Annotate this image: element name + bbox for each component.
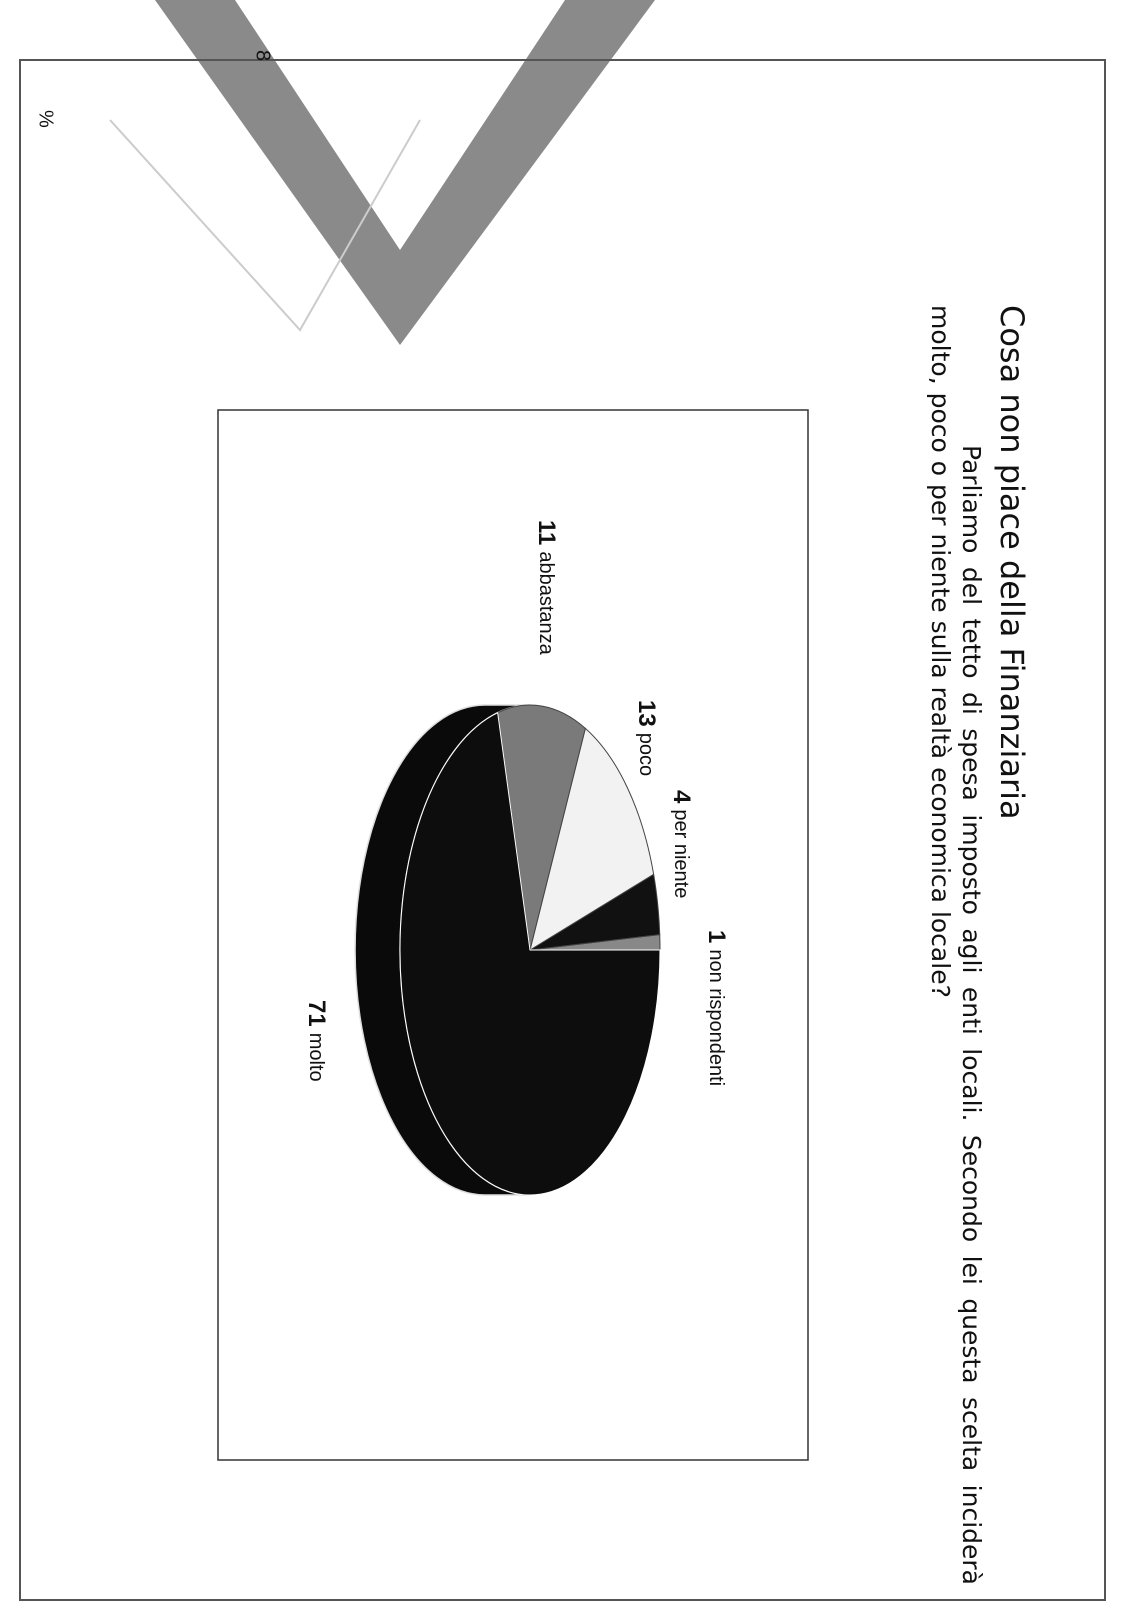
unit-label: % — [35, 110, 57, 128]
question-box: Parliamo del tetto di spesa imposto agli… — [926, 305, 986, 1585]
slice-label: 71 molto — [303, 1000, 330, 1082]
pie-slice — [399, 711, 661, 1196]
rotated-slide: Cosa non piace della Finanziaria Parliam… — [19, 50, 1106, 1601]
category-label: abbastanza — [535, 551, 557, 655]
value-label: 71 — [303, 1000, 330, 1027]
slice-label: 11 abbastanza — [533, 520, 560, 656]
value-label: 13 — [633, 700, 660, 727]
category-label: poco — [635, 733, 657, 776]
slice-label: 1 non rispondenti — [703, 930, 730, 1086]
page-number: 8 — [252, 50, 274, 61]
pie-slice — [529, 727, 655, 952]
category-label: molto — [305, 1033, 327, 1082]
category-label: non rispondenti — [705, 949, 727, 1086]
value-label: 1 — [703, 930, 730, 943]
slice-label: 4 per niente — [668, 790, 695, 898]
slide-border — [19, 59, 1106, 1601]
slice-label: 13 poco — [633, 700, 660, 776]
logo-mark — [155, 0, 655, 345]
chart-title: Cosa non piace della Finanziaria — [993, 305, 1031, 820]
value-label: 4 — [668, 790, 695, 804]
question: Parliamo del tetto di spesa imposto agli… — [926, 305, 986, 1585]
value-label: 11 — [533, 520, 560, 545]
pie-slice — [497, 704, 586, 951]
category-label: per niente — [670, 809, 692, 898]
logo-outline — [109, 119, 421, 332]
